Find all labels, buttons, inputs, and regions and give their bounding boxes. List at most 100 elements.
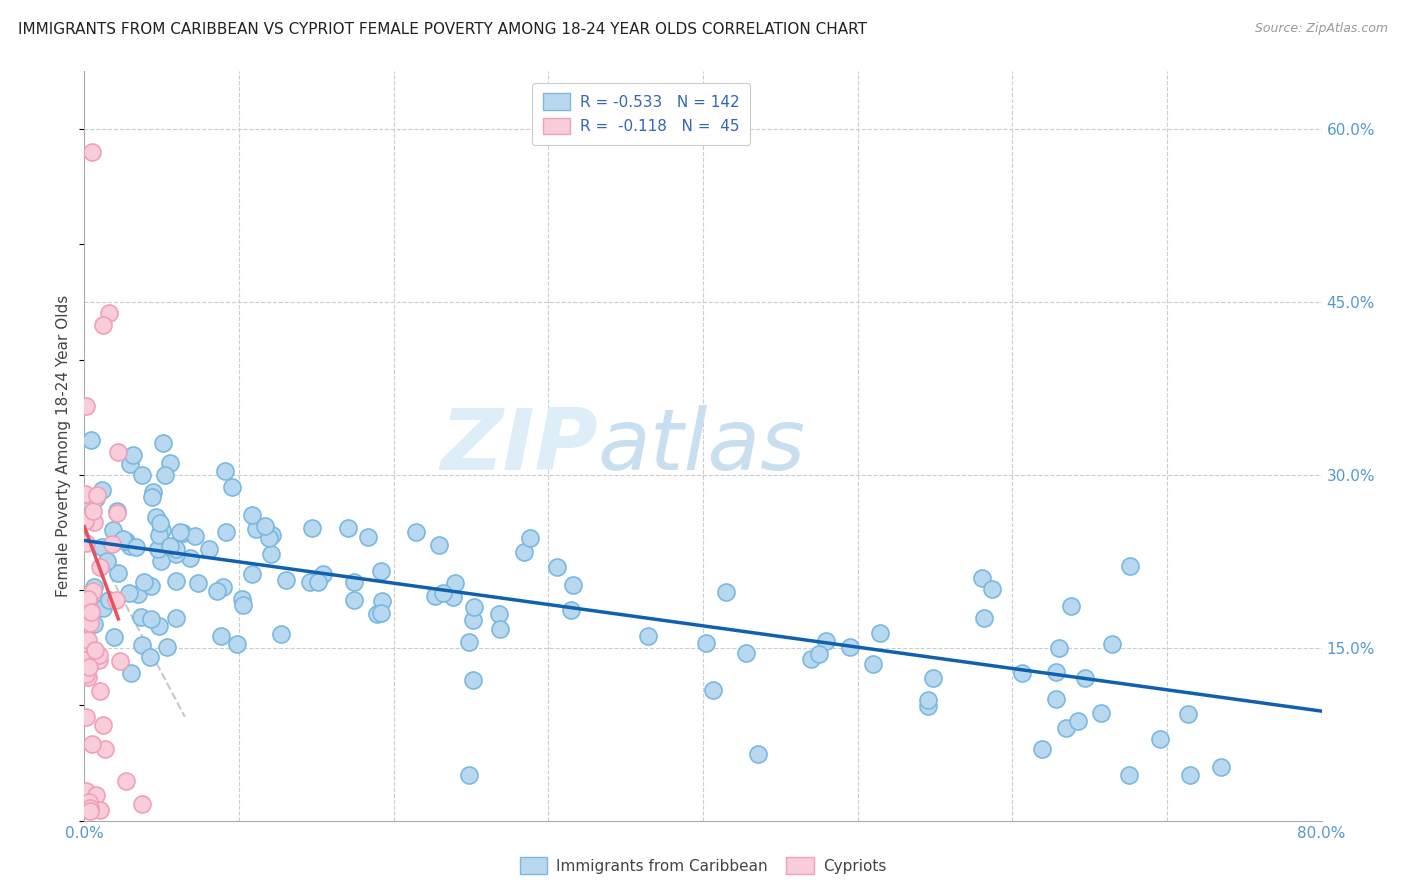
Point <box>245 522 267 536</box>
Point <box>336 521 359 535</box>
Point <box>270 627 292 641</box>
Point <box>917 699 939 714</box>
Point <box>546 559 568 574</box>
Point <box>75 667 97 681</box>
Point <box>107 444 129 458</box>
Point <box>298 575 321 590</box>
Point <box>488 607 510 621</box>
Point <box>312 567 335 582</box>
Point <box>77 591 100 606</box>
Point <box>148 527 170 541</box>
Point <box>560 603 582 617</box>
Point <box>125 540 148 554</box>
Point <box>307 574 329 589</box>
Point <box>973 611 995 625</box>
Point <box>301 520 323 534</box>
Point <box>120 458 142 472</box>
Point <box>149 523 172 537</box>
Point <box>513 545 536 559</box>
Point <box>129 610 152 624</box>
Point <box>131 638 153 652</box>
Point <box>76 593 98 607</box>
Point <box>82 145 104 159</box>
Point <box>131 797 153 811</box>
Point <box>156 541 179 555</box>
Point <box>370 564 392 578</box>
Point <box>77 660 100 674</box>
Point <box>274 574 297 588</box>
Point <box>1031 741 1053 756</box>
Point <box>89 803 111 817</box>
Point <box>77 632 100 647</box>
Point <box>150 523 173 537</box>
Point <box>87 648 110 662</box>
Point <box>139 650 162 665</box>
Point <box>112 532 135 546</box>
Point <box>165 574 187 588</box>
Point <box>970 571 993 585</box>
Point <box>343 575 366 590</box>
Point <box>226 637 249 651</box>
Point <box>122 448 145 462</box>
Point <box>79 804 101 818</box>
Point <box>75 784 97 798</box>
Point <box>1177 706 1199 721</box>
Text: IMMIGRANTS FROM CARIBBEAN VS CYPRIOT FEMALE POVERTY AMONG 18-24 YEAR OLDS CORREL: IMMIGRANTS FROM CARIBBEAN VS CYPRIOT FEM… <box>18 22 868 37</box>
Point <box>146 541 169 556</box>
Point <box>89 560 111 574</box>
Point <box>94 741 117 756</box>
Point <box>159 539 181 553</box>
Point <box>148 619 170 633</box>
Point <box>1119 559 1142 574</box>
Point <box>73 514 96 528</box>
Point <box>86 789 108 803</box>
Point <box>100 537 122 551</box>
Point <box>209 629 232 643</box>
Point <box>150 554 173 568</box>
Point <box>87 653 110 667</box>
Point <box>73 639 96 653</box>
Point <box>139 612 162 626</box>
Point <box>444 575 467 590</box>
Point <box>76 399 98 413</box>
Point <box>79 497 101 511</box>
Point <box>461 673 484 687</box>
Point <box>91 318 114 332</box>
Point <box>405 524 427 539</box>
Point <box>169 524 191 539</box>
Point <box>714 585 737 599</box>
Point <box>371 594 394 608</box>
Point <box>141 491 163 505</box>
Point <box>838 640 860 654</box>
Point <box>96 554 118 568</box>
Point <box>73 487 96 501</box>
Point <box>112 534 135 549</box>
Point <box>1211 760 1233 774</box>
Point <box>75 535 97 549</box>
Point <box>79 615 101 630</box>
Point <box>184 529 207 543</box>
Point <box>370 606 392 620</box>
Point <box>114 774 136 789</box>
Point <box>747 747 769 762</box>
Point <box>105 507 128 521</box>
Point <box>83 580 105 594</box>
Point <box>1074 671 1097 685</box>
Point <box>1011 665 1033 680</box>
Point <box>257 532 280 546</box>
Point <box>149 516 172 530</box>
Point <box>73 607 96 622</box>
Point <box>917 693 939 707</box>
Point <box>1067 714 1090 729</box>
Point <box>153 467 176 482</box>
Point <box>214 464 236 478</box>
Point <box>82 588 104 602</box>
Point <box>458 635 481 649</box>
Point <box>1059 599 1081 614</box>
Point <box>441 590 464 604</box>
Point <box>463 600 485 615</box>
Legend: Immigrants from Caribbean, Cypriots: Immigrants from Caribbean, Cypriots <box>513 851 893 880</box>
Point <box>91 601 114 615</box>
Point <box>458 767 481 781</box>
Point <box>165 610 187 624</box>
